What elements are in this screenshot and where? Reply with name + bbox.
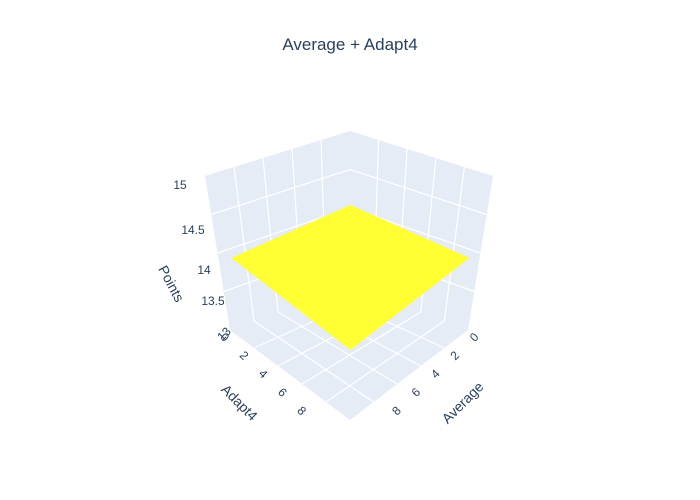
- x-tick-label: 2: [447, 348, 462, 363]
- grid-line: [211, 168, 351, 216]
- z-axis-title: Points: [155, 263, 187, 305]
- grid-line: [253, 320, 374, 403]
- grid-line: [277, 311, 398, 385]
- grid-line: [349, 168, 487, 216]
- y-tick-label: 2: [237, 348, 252, 363]
- y-tick-label: 8: [294, 403, 309, 418]
- grid-line: [301, 311, 422, 385]
- z-tick-label: 13.5: [201, 294, 225, 308]
- x-axis-title: Average: [438, 378, 486, 426]
- y-tick-label: 6: [275, 385, 290, 400]
- grid-line: [325, 320, 445, 403]
- y-tick-label: 4: [256, 367, 271, 382]
- x-tick-label: 0: [467, 330, 482, 345]
- z-tick-label: 14.5: [181, 223, 205, 237]
- z-tick-label: 14: [197, 263, 211, 277]
- y-axis-title: Adapt4: [218, 381, 261, 424]
- z-tick-label: 15: [173, 178, 187, 192]
- surface-plane: [231, 205, 469, 350]
- x-tick-label: 8: [389, 403, 404, 418]
- chart-title: Average + Adapt4: [282, 35, 417, 54]
- x-tick-label: 6: [409, 385, 424, 400]
- x-tick-label: 4: [428, 366, 443, 381]
